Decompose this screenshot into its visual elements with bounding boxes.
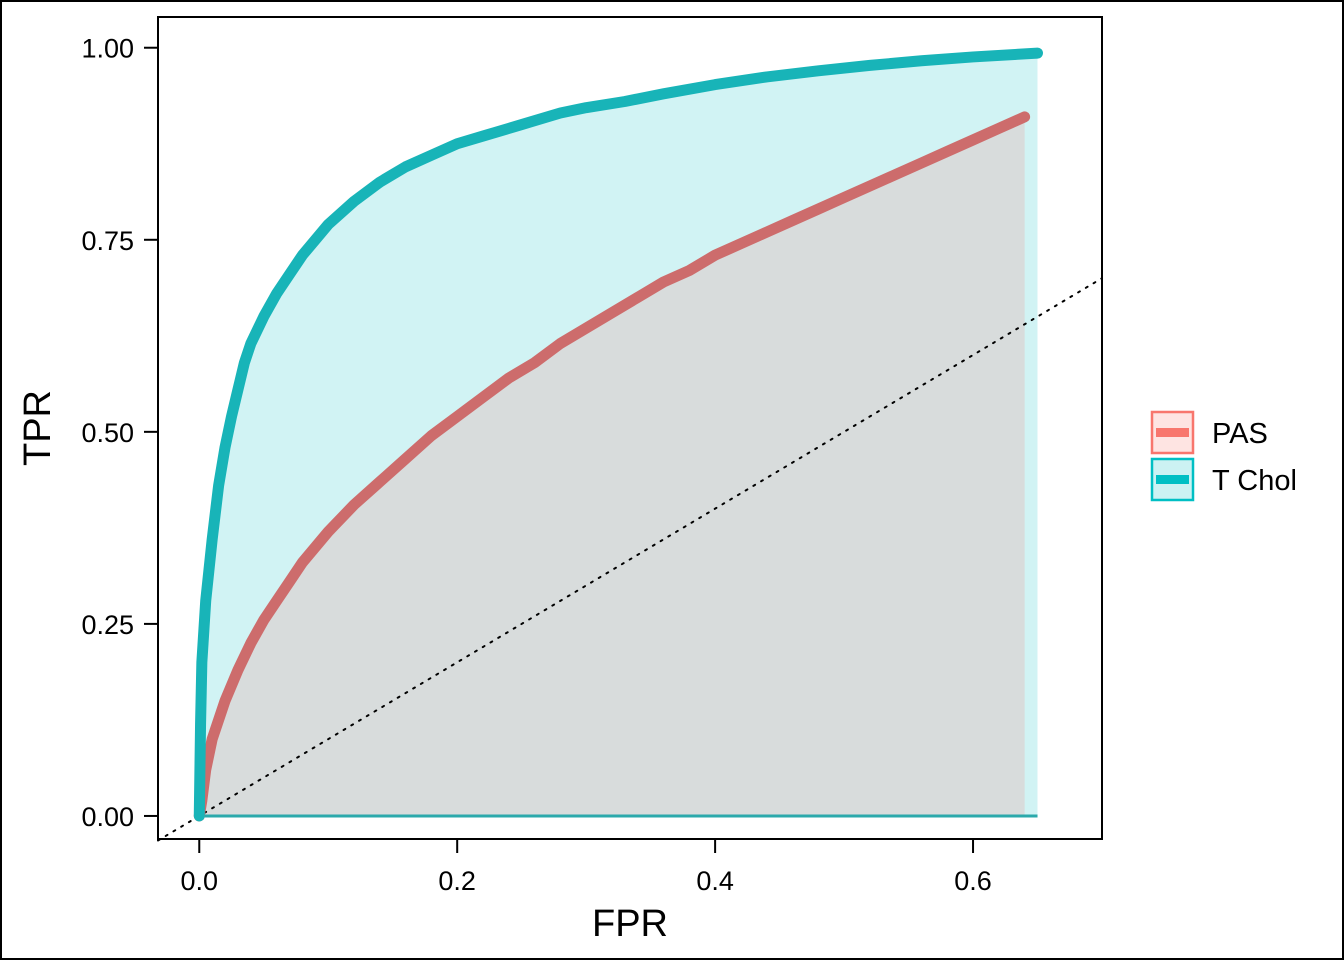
y-tick-label: 0.25 — [81, 610, 134, 640]
y-axis-title: TPR — [17, 390, 59, 466]
x-tick-label: 0.6 — [954, 866, 992, 896]
x-tick-label: 0.2 — [438, 866, 476, 896]
y-tick-label: 0.75 — [81, 226, 134, 256]
y-tick-label: 1.00 — [81, 34, 134, 64]
legend-item-t-chol: T Chol — [1152, 459, 1297, 500]
x-tick-label: 0.0 — [180, 866, 218, 896]
legend-label-t-chol: T Chol — [1212, 465, 1297, 497]
legend-label-pas: PAS — [1212, 418, 1268, 450]
y-tick-label: 0.00 — [81, 802, 134, 832]
x-tick-label: 0.4 — [696, 866, 734, 896]
x-axis-title: FPR — [592, 903, 668, 945]
y-tick-label: 0.50 — [81, 418, 134, 448]
